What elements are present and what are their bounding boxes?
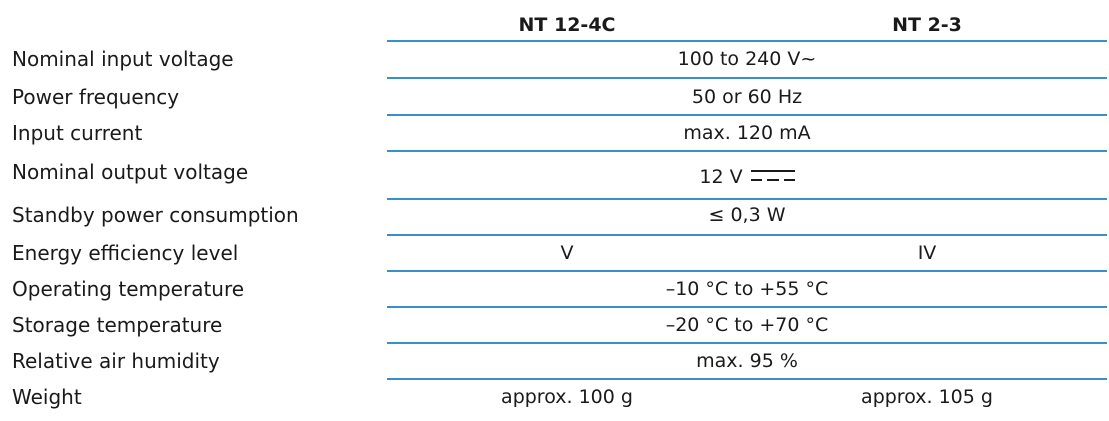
- row-value-power-frequency: 50 or 60 Hz: [691, 86, 803, 108]
- row-divider: [387, 378, 1107, 380]
- row-label-energy-efficiency-level: Energy efficiency level: [12, 241, 239, 265]
- row-value-storage-temperature: –20 °C to +70 °C: [665, 314, 829, 336]
- header-model-nt2-3: NT 2-3: [892, 14, 962, 36]
- row-label-input-current: Input current: [12, 121, 143, 145]
- row-label-nominal-output-voltage: Nominal output voltage: [12, 160, 249, 184]
- row-value-operating-temperature: –10 °C to +55 °C: [665, 278, 829, 300]
- table-row: Nominal output voltage 12 V: [0, 157, 1109, 197]
- row-label-relative-air-humidity: Relative air humidity: [12, 349, 220, 373]
- row-divider: [387, 114, 1107, 116]
- row-value-energy-efficiency-nt12-4c: V: [560, 242, 574, 264]
- table-row: Standby power consumption ≤ 0,3 W: [0, 200, 1109, 230]
- table-row: Storage temperature –20 °C to +70 °C: [0, 310, 1109, 340]
- row-divider: [387, 270, 1107, 272]
- row-divider: [387, 234, 1107, 236]
- table-row: Weight approx. 100 g approx. 105 g: [0, 382, 1109, 412]
- row-label-standby-power-consumption: Standby power consumption: [12, 203, 299, 227]
- table-row: Power frequency 50 or 60 Hz: [0, 82, 1109, 112]
- table-row: Nominal input voltage 100 to 240 V~: [0, 44, 1109, 74]
- row-divider: [387, 77, 1107, 79]
- table-row: Operating temperature –10 °C to +55 °C: [0, 274, 1109, 304]
- row-divider: [387, 198, 1107, 200]
- row-label-operating-temperature: Operating temperature: [12, 277, 245, 301]
- row-value-energy-efficiency-nt2-3: IV: [917, 242, 937, 264]
- header-model-nt12-4c: NT 12-4C: [518, 14, 616, 36]
- header-divider: [387, 40, 1107, 42]
- row-divider: [387, 150, 1107, 152]
- row-value-standby-power-consumption: ≤ 0,3 W: [708, 204, 786, 226]
- row-label-power-frequency: Power frequency: [12, 85, 180, 109]
- row-label-nominal-input-voltage: Nominal input voltage: [12, 47, 234, 71]
- row-divider: [387, 342, 1107, 344]
- row-label-weight: Weight: [12, 385, 82, 409]
- row-value-nominal-input-voltage: 100 to 240 V~: [677, 48, 817, 70]
- row-label-storage-temperature: Storage temperature: [12, 313, 223, 337]
- row-value-relative-air-humidity: max. 95 %: [696, 350, 798, 372]
- row-divider: [387, 306, 1107, 308]
- table-row: Energy efficiency level V IV: [0, 238, 1109, 268]
- output-voltage-text: 12 V: [699, 166, 743, 188]
- row-value-weight-nt2-3: approx. 105 g: [861, 386, 993, 408]
- row-value-nominal-output-voltage: 12 V: [387, 157, 1107, 197]
- table-row: Relative air humidity max. 95 %: [0, 346, 1109, 376]
- dc-current-symbol-icon: [750, 169, 795, 181]
- table-row: Input current max. 120 mA: [0, 118, 1109, 148]
- row-value-weight-nt12-4c: approx. 100 g: [501, 386, 633, 408]
- row-value-input-current: max. 120 mA: [683, 122, 811, 144]
